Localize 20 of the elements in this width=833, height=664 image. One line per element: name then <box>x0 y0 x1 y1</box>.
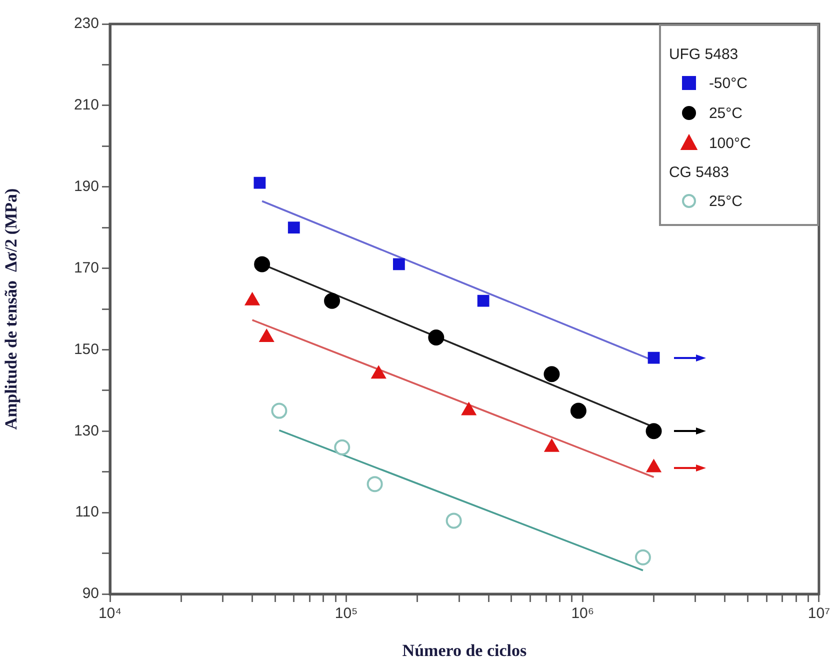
legend-label: 25°C <box>708 192 742 210</box>
y-tick-label: 90 <box>82 585 99 602</box>
legend-label: 100°C <box>708 134 751 152</box>
x-tick-label: 10⁴ <box>98 605 122 622</box>
x-axis-title: Número de ciclos <box>402 641 528 660</box>
y-tick-label: 190 <box>74 178 99 195</box>
legend-label: 25°C <box>708 104 742 122</box>
annotation: CG 5483 <box>668 162 730 182</box>
y-tick-label: 110 <box>75 504 99 521</box>
x-tick-label: 10⁶ <box>571 605 594 622</box>
y-tick-label: 170 <box>74 259 99 276</box>
y-tick-label: 150 <box>74 340 99 358</box>
y-tick-label: 130 <box>74 422 99 440</box>
y-tick-label: 210 <box>74 96 99 114</box>
legend-label: -50°C <box>708 74 748 92</box>
y-axis-title: Amplitude de tensão Δσ/2 (MPa) <box>2 188 21 430</box>
legend-title: UFG 5483 <box>668 44 740 64</box>
x-tick-label: 10⁵ <box>334 605 358 622</box>
y-tick-label: 230 <box>74 15 99 32</box>
x-tick-label: 10⁷ <box>808 605 830 622</box>
